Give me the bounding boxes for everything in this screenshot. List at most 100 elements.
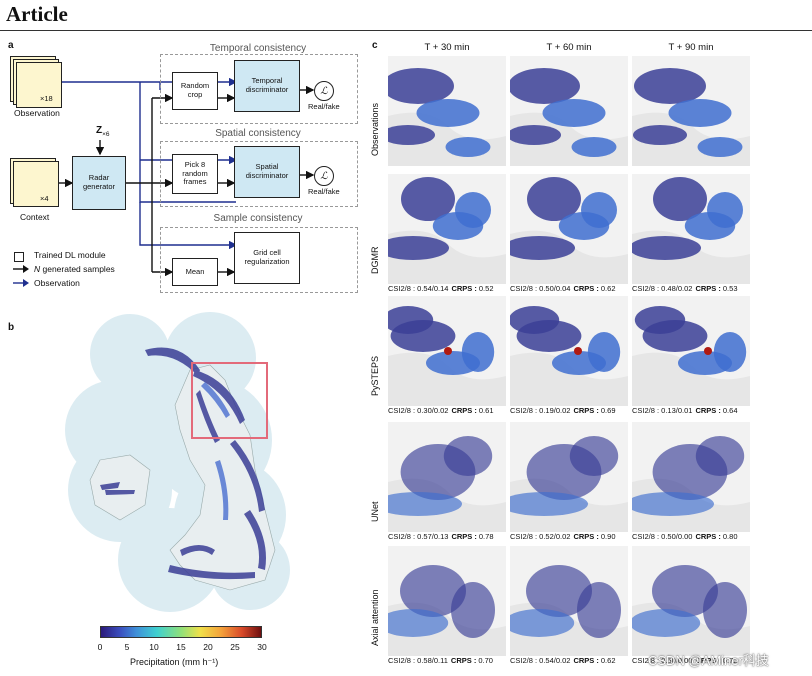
metric-label: CSI2/8 : 0.50/0.04 CRPS :0.62 <box>510 284 616 293</box>
sample-consistency-title: Sample consistency <box>213 213 303 224</box>
precip-blob <box>510 609 575 637</box>
metric-label: CSI2/8 : 0.58/0.11 CRPS :0.70 <box>388 656 493 665</box>
metric-label: CSI2/8 : 0.57/0.13 CRPS :0.78 <box>388 532 494 541</box>
forecast-map-cell <box>510 174 628 284</box>
precip-blob <box>668 99 732 127</box>
precip-blob <box>451 582 495 638</box>
precip-blob <box>577 582 621 638</box>
precip-blob <box>713 332 747 372</box>
context-label: Context <box>20 212 50 222</box>
precip-blob <box>527 177 581 221</box>
precip-blob <box>526 565 592 617</box>
row-label: UNet <box>370 501 380 522</box>
forecast-map-cell <box>510 296 628 406</box>
metric-label: CSI2/8 : 0.54/0.14 CRPS :0.52 <box>388 284 494 293</box>
precip-blob <box>634 68 706 104</box>
forecast-map-cell <box>632 422 750 532</box>
forecast-map-cell <box>388 546 506 656</box>
legend-observation-label: Observation <box>34 278 80 288</box>
colorbar-tick: 20 <box>203 642 213 652</box>
precip-blob <box>697 137 743 157</box>
radar-generator-block: Radar generator <box>72 156 126 210</box>
metric-label: CSI2/8 : 0.52/0.02 CRPS :0.90 <box>510 532 616 541</box>
forecast-map-cell <box>388 422 506 532</box>
row-label: Observations <box>370 102 380 156</box>
precip-blob <box>581 192 617 228</box>
spatial-discriminator-block: Spatial discriminator <box>234 146 300 198</box>
precip-blob <box>388 68 454 104</box>
precip-blob <box>653 177 707 221</box>
temporal-loss-icon: ℒ <box>314 81 334 101</box>
precip-blob <box>388 609 449 637</box>
colorbar-label: Precipitation (mm h⁻¹) <box>130 657 219 667</box>
zoom-region-highlight <box>191 362 268 439</box>
forecast-map-cell <box>510 56 628 166</box>
forecast-map-cell <box>388 56 506 166</box>
precip-blob <box>510 236 575 260</box>
precip-blob <box>695 436 745 476</box>
forecast-map-cell <box>388 174 506 284</box>
panel-a-connectors <box>58 77 315 277</box>
precip-blob <box>400 565 466 617</box>
colorbar-ticks: 0 5 10 15 20 25 30 <box>98 642 267 654</box>
precip-blob <box>510 125 561 145</box>
forecast-map-cell <box>388 296 506 406</box>
precip-hotspot <box>704 347 712 355</box>
context-count: ×4 <box>40 194 49 203</box>
precip-blob <box>401 177 455 221</box>
forecast-map-cell <box>632 546 750 656</box>
precip-blob <box>388 236 449 260</box>
colorbar-tick: 10 <box>149 642 159 652</box>
panel-a-letter: a <box>8 40 14 51</box>
metric-label: CSI2/8 : 0.50/0.00 CRPS :0.72 <box>632 656 738 665</box>
precip-blob <box>455 192 491 228</box>
grid-cell-regularization-block: Grid cell regularization <box>234 232 300 284</box>
trained-module-swatch <box>14 252 24 262</box>
forecast-grid: Observations DGMR CSI2/8 : 0.54/0.14 CRPS :… <box>370 56 750 676</box>
precip-blob <box>632 236 701 260</box>
spatial-consistency-title: Spatial consistency <box>215 128 301 139</box>
metric-label: CSI2/8 : 0.48/0.02 CRPS :0.53 <box>632 284 738 293</box>
pick-frames-block: Pick 8 random frames <box>172 154 218 194</box>
precip-blob <box>510 306 560 334</box>
metric-label: CSI2/8 : 0.19/0.02 CRPS :0.69 <box>510 406 616 415</box>
precip-blob <box>388 306 434 334</box>
precip-blob <box>587 332 621 372</box>
precip-blob <box>443 436 493 476</box>
random-crop-block: Random crop <box>172 72 218 110</box>
column-header: T + 30 min <box>424 42 470 53</box>
precip-blob <box>510 492 588 516</box>
colorbar-tick: 0 <box>97 642 103 652</box>
spatial-loss-icon: ℒ <box>314 166 334 186</box>
uk-radar-map <box>65 312 290 612</box>
temporal-output-label: Real/fake <box>308 102 340 111</box>
spatial-consistency-box <box>160 141 358 207</box>
precip-blob <box>416 99 480 127</box>
precipitation-colorbar <box>100 626 262 638</box>
precip-blob <box>632 492 714 516</box>
metric-label: CSI2/8 : 0.54/0.02 CRPS :0.62 <box>510 656 616 665</box>
temporal-consistency-title: Temporal consistency <box>209 43 307 54</box>
legend-trained-label: Trained DL module <box>34 250 106 260</box>
z-noise-label: Z×6 <box>96 125 110 138</box>
mean-block: Mean <box>172 258 218 286</box>
precip-blob <box>633 125 687 145</box>
metric-label: CSI2/8 : 0.30/0.02 CRPS :0.61 <box>388 406 494 415</box>
precip-blob <box>652 565 718 617</box>
precip-blob <box>632 609 701 637</box>
blue-arrow-icon <box>13 279 29 287</box>
colorbar-tick: 30 <box>257 642 267 652</box>
watermark: CSDN @AMiner科技 <box>648 653 769 668</box>
precip-blob <box>388 125 435 145</box>
column-header: T + 90 min <box>668 42 714 53</box>
legend-generated-label: N generated samples <box>34 264 115 274</box>
row-label: DGMR <box>370 246 380 275</box>
colorbar-tick: 15 <box>176 642 186 652</box>
forecast-map-cell <box>632 174 750 284</box>
metric-label: CSI2/8 : 0.13/0.01 CRPS :0.64 <box>632 406 738 415</box>
temporal-consistency-box <box>160 54 358 124</box>
title-divider <box>0 30 812 31</box>
observation-count: ×18 <box>40 94 53 103</box>
temporal-discriminator-block: Temporal discriminator <box>234 60 300 112</box>
precip-blob <box>510 68 580 104</box>
